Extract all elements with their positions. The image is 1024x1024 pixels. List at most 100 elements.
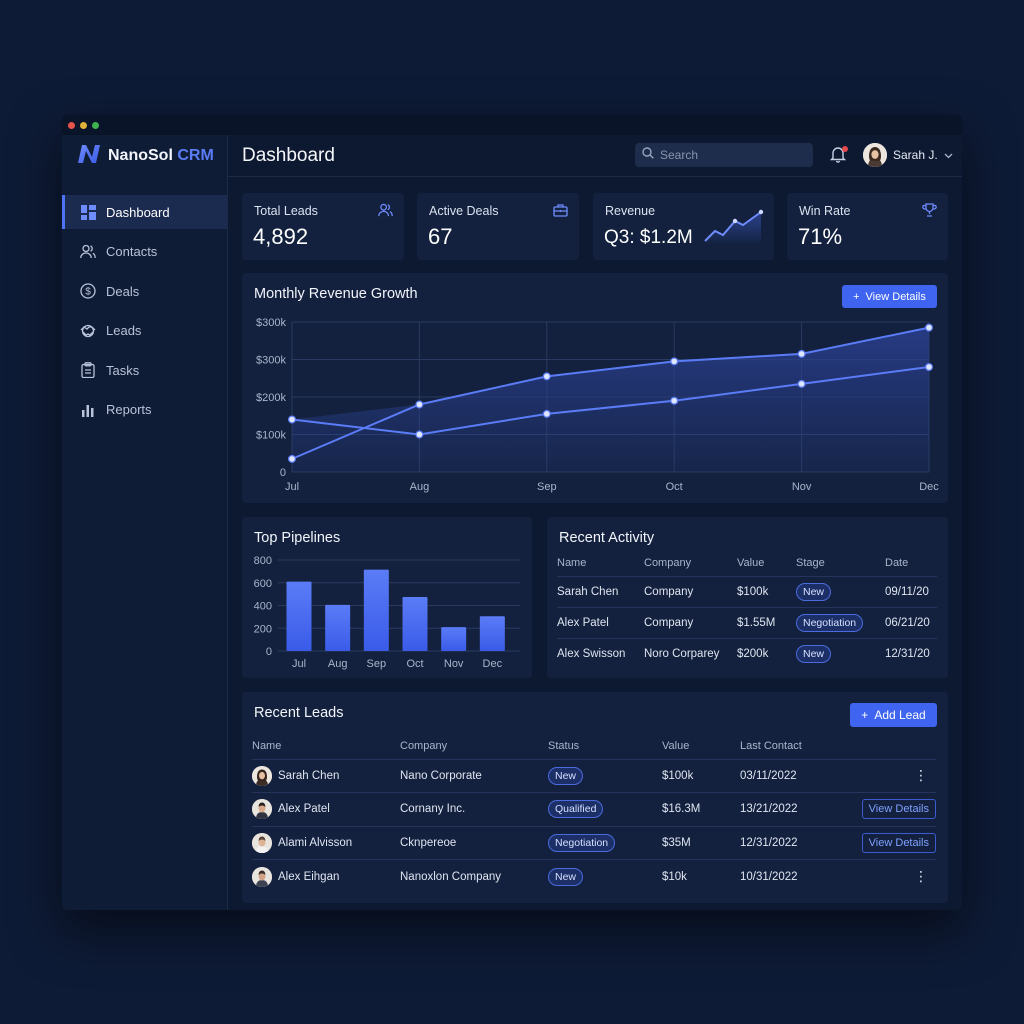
- search-input[interactable]: [660, 148, 800, 162]
- stat-card-active-deals: Active Deals 67: [417, 193, 579, 260]
- series-line: [291, 326, 930, 460]
- minimize-window-button[interactable]: [80, 121, 87, 129]
- lead-company: Nanoxlon Company: [400, 859, 548, 893]
- chevron-down-icon: [944, 148, 953, 162]
- stat-card-win-rate: Win Rate 71%: [787, 193, 948, 260]
- x-tick-label: Sep: [367, 658, 387, 670]
- view-details-button[interactable]: View Details: [861, 832, 936, 853]
- sidebar-item-deals[interactable]: $ Deals: [62, 274, 227, 308]
- table-row[interactable]: Sarah Chen Company $100k New 09/11/20: [557, 575, 937, 607]
- data-point: [670, 357, 679, 366]
- y-tick-label: $300k: [256, 317, 286, 329]
- briefcase-icon: [553, 203, 568, 217]
- add-lead-button[interactable]: + Add Lead: [850, 703, 937, 727]
- recent-leads-card: Recent Leads + Add Lead Name Company Sta…: [242, 692, 948, 903]
- more-options-icon[interactable]: ⋮: [850, 859, 936, 893]
- page-title: Dashboard: [242, 144, 335, 166]
- close-window-button[interactable]: [68, 121, 75, 129]
- activity-company: Company: [644, 606, 737, 638]
- activity-value: $1.55M: [737, 606, 796, 638]
- brand-name: NanoSol CRM: [108, 147, 214, 164]
- table-row[interactable]: Alex Eihgan Nanoxlon Company New $10k 10…: [252, 859, 936, 893]
- stage-badge: New: [796, 582, 832, 601]
- x-tick-label: Nov: [444, 658, 464, 670]
- bar: [479, 616, 505, 651]
- status-badge: Negotiation: [548, 833, 616, 852]
- handshake-icon: [80, 323, 96, 339]
- bar-chart-icon: [80, 402, 96, 418]
- sidebar-item-label: Dashboard: [106, 204, 170, 220]
- lead-name: Sarah Chen: [278, 769, 340, 782]
- stat-value: 71%: [798, 224, 843, 249]
- maximize-window-button[interactable]: [92, 121, 99, 129]
- view-details-button[interactable]: + View Details: [842, 285, 937, 308]
- column-header: Date: [885, 557, 909, 570]
- table-row[interactable]: Alex Patel Company $1.55M Negotiation 06…: [557, 606, 937, 638]
- search-box[interactable]: [635, 143, 813, 167]
- sidebar-item-leads[interactable]: Leads: [62, 314, 227, 348]
- sidebar-item-reports[interactable]: Reports: [62, 393, 227, 427]
- activity-company: Company: [644, 575, 737, 607]
- trophy-icon: [922, 203, 937, 217]
- lead-value: $16.3M: [662, 792, 740, 826]
- activity-date: 12/31/20: [885, 637, 937, 669]
- more-options-icon[interactable]: ⋮: [850, 758, 936, 793]
- table-header-row: Name Company Value Stage Date: [557, 551, 937, 576]
- header: Dashboard Sarah J.: [228, 135, 962, 177]
- card-title: Top Pipelines: [254, 530, 341, 546]
- x-tick-label: Sep: [537, 481, 557, 493]
- stat-label: Revenue: [605, 204, 656, 218]
- brand[interactable]: NanoSol CRM: [62, 135, 227, 177]
- table-row[interactable]: Alami Alvisson Cknpereoe Negotiation $35…: [252, 825, 936, 860]
- data-point: [797, 349, 806, 358]
- data-point: [542, 409, 551, 418]
- column-header: Stage: [796, 557, 825, 570]
- notifications-button[interactable]: [829, 145, 849, 165]
- column-header: Value: [662, 739, 690, 752]
- lead-name: Alex Patel: [278, 803, 330, 816]
- data-point: [287, 415, 296, 424]
- button-label: Add Lead: [874, 708, 926, 722]
- lead-last-contact: 12/31/2022: [740, 825, 850, 860]
- table-header-row: Name Company Status Value Last Contact: [252, 733, 936, 759]
- stat-value: 67: [428, 224, 453, 249]
- view-details-button[interactable]: View Details: [861, 799, 936, 820]
- revenue-area: [292, 327, 929, 472]
- x-tick-label: Jul: [292, 658, 306, 670]
- data-point: [924, 323, 933, 332]
- sidebar-item-label: Deals: [106, 283, 140, 299]
- user-name: Sarah J.: [893, 148, 938, 162]
- sidebar-item-label: Contacts: [106, 244, 158, 259]
- table-row[interactable]: Alex Patel Cornany Inc. Qualified $16.3M…: [252, 792, 936, 826]
- user-menu[interactable]: Sarah J.: [863, 143, 953, 167]
- stat-value: Q3: $1.2M: [604, 227, 693, 248]
- sidebar-item-contacts[interactable]: Contacts: [62, 235, 227, 269]
- card-title: Recent Activity: [559, 530, 655, 546]
- column-header: Name: [252, 739, 282, 752]
- table-row[interactable]: Sarah Chen Nano Corporate New $100k 03/1…: [252, 758, 936, 793]
- y-tick-label: $200k: [256, 392, 286, 404]
- lead-last-contact: 03/11/2022: [740, 758, 850, 793]
- bar: [325, 604, 351, 651]
- activity-name: Sarah Chen: [557, 575, 644, 607]
- lead-name: Alami Alvisson: [278, 836, 353, 849]
- x-tick-label: Aug: [328, 658, 348, 670]
- stat-label: Total Leads: [254, 204, 318, 218]
- avatar: [252, 832, 272, 853]
- x-tick-label: Dec: [919, 481, 939, 493]
- sidebar-item-tasks[interactable]: Tasks: [62, 353, 227, 387]
- dollar-icon: $: [80, 283, 96, 299]
- app-window: NanoSol CRM Dashboard Contacts $ Deals: [62, 115, 962, 910]
- table-row[interactable]: Alex Swisson Noro Corparey $200k New 12/…: [557, 637, 937, 669]
- plus-icon: +: [861, 708, 869, 722]
- column-header: Value: [737, 557, 765, 570]
- x-tick-label: Dec: [483, 658, 503, 670]
- x-tick-label: Oct: [666, 481, 683, 493]
- recent-activity-card: Recent Activity Name Company Value Stage…: [547, 517, 948, 678]
- bar: [286, 581, 312, 651]
- column-header: Company: [400, 739, 448, 752]
- x-tick-label: Aug: [410, 481, 430, 493]
- svg-text:$: $: [85, 287, 91, 298]
- card-title: Recent Leads: [254, 705, 344, 721]
- sidebar-item-dashboard[interactable]: Dashboard: [62, 195, 227, 229]
